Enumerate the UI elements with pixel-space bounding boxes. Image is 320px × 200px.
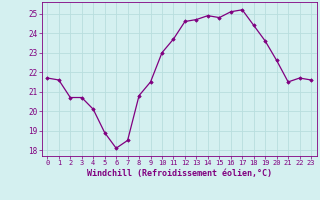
X-axis label: Windchill (Refroidissement éolien,°C): Windchill (Refroidissement éolien,°C) <box>87 169 272 178</box>
